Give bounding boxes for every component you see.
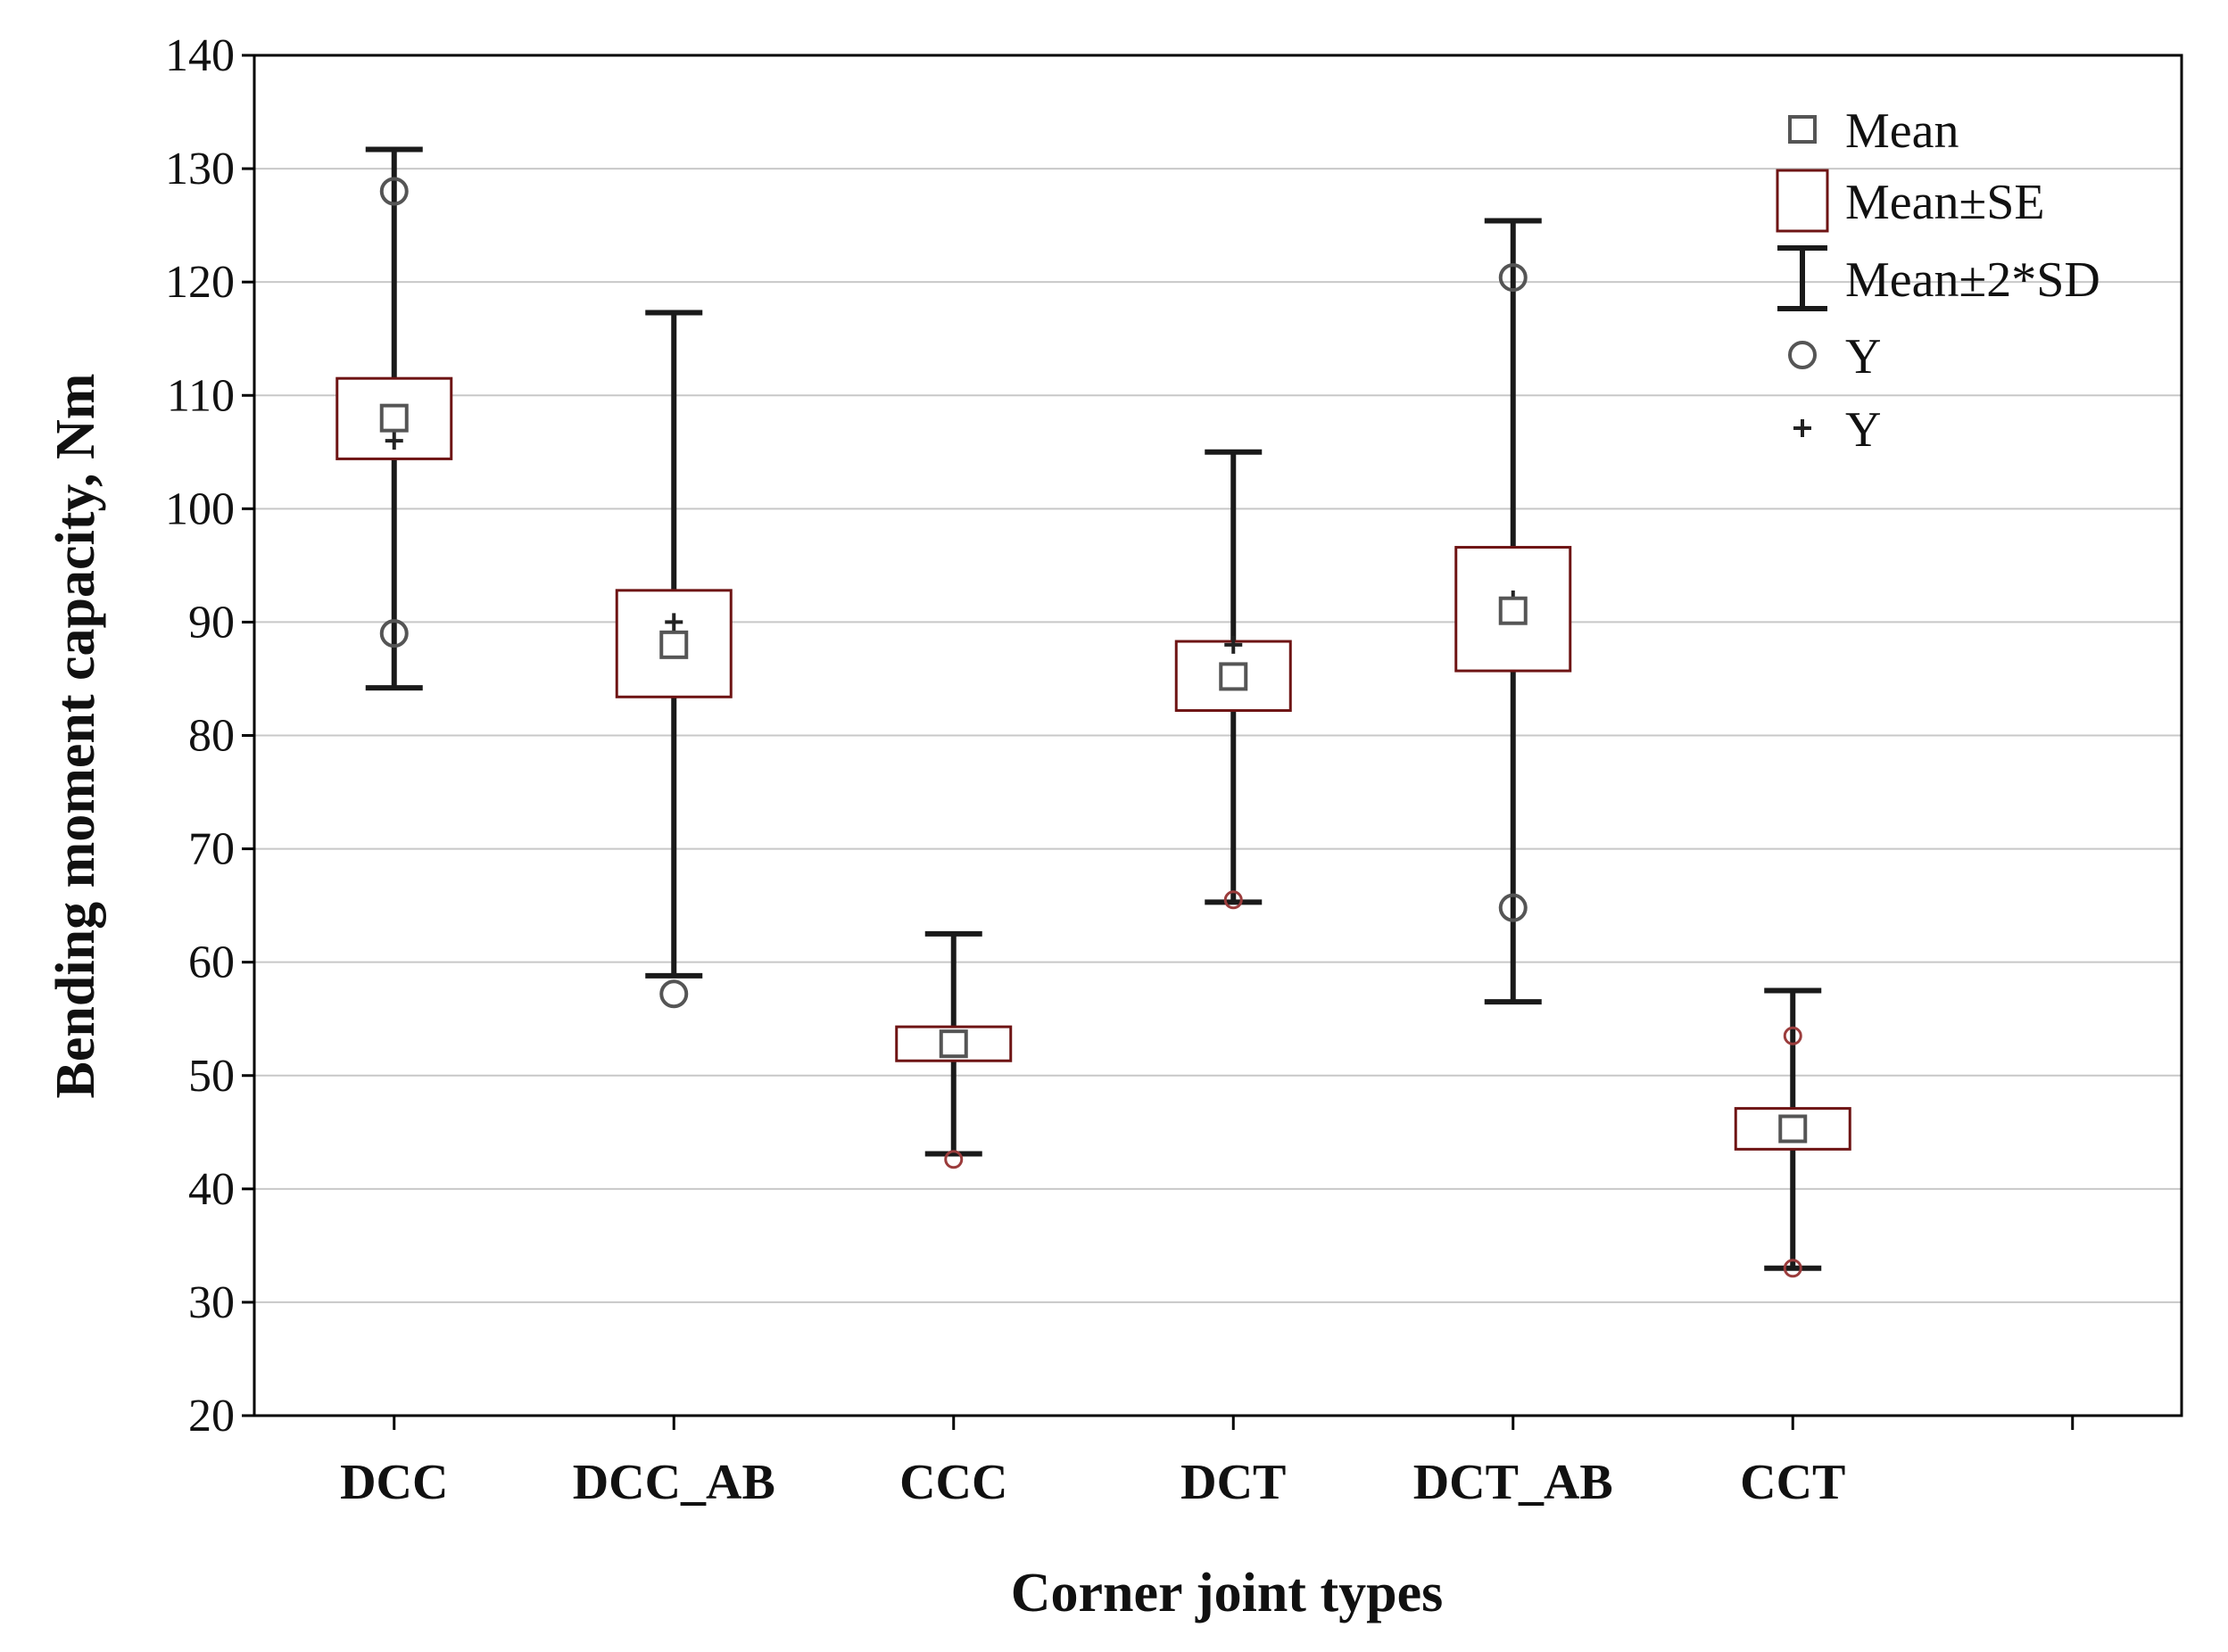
- y-tick-label: 40: [188, 1164, 235, 1215]
- mean-marker: [1219, 662, 1248, 691]
- y-tick-label: 60: [188, 938, 235, 988]
- legend-se-swatch: [1776, 169, 1829, 233]
- x-tick-label: DCT: [1180, 1455, 1286, 1510]
- legend-label: Mean±SE: [1845, 175, 2045, 230]
- category-group-dcc: [335, 146, 453, 691]
- x-tick-label: CCC: [899, 1455, 1007, 1510]
- plot-layer: [335, 146, 1851, 1278]
- y-tick-label: 80: [188, 711, 235, 762]
- x-axis-title: Corner joint types: [1011, 1563, 1443, 1623]
- x-tick-label: CCT: [1740, 1455, 1845, 1510]
- legend-circle-swatch: [1788, 341, 1817, 369]
- y-plus-marker: [665, 613, 683, 632]
- y-circle-marker: [379, 619, 409, 648]
- y-tick-label: 90: [188, 597, 235, 648]
- legend-label: Mean±2*SD: [1845, 252, 2100, 308]
- y-circle-marker: [1783, 1026, 1802, 1045]
- y-circle-marker: [1783, 1259, 1802, 1278]
- legend-sd-swatch: [1777, 245, 1827, 311]
- category-group-cct: [1734, 987, 1851, 1278]
- x-tick-label: DCT_AB: [1413, 1455, 1613, 1510]
- legend-label: Mean: [1845, 103, 1959, 159]
- y-circle-marker: [1223, 890, 1243, 910]
- y-tick-label: 110: [167, 370, 235, 421]
- y-circle-marker: [944, 1150, 964, 1169]
- legend-label: Y: [1845, 402, 1881, 458]
- legend: Mean Mean±SE Mean±2*SD YY: [1776, 103, 2100, 458]
- y-tick-label: 50: [188, 1051, 235, 1102]
- y-tick-label: 20: [188, 1391, 235, 1441]
- y-plus-marker: [385, 432, 403, 450]
- category-group-dct: [1174, 449, 1292, 910]
- y-tick-label: 100: [165, 483, 235, 534]
- y-axis-title: Bending moment capacity, Nm: [46, 374, 106, 1099]
- category-group-dct-ab: [1454, 218, 1572, 1005]
- y-circle-marker: [1498, 263, 1528, 293]
- y-plus-marker: [1224, 635, 1243, 654]
- category-group-ccc: [895, 930, 1013, 1169]
- mean-marker: [379, 403, 409, 433]
- y-tick-label: 30: [188, 1277, 235, 1328]
- y-circle-marker: [1498, 893, 1528, 922]
- y-tick-label: 140: [165, 30, 235, 81]
- y-circle-marker: [659, 979, 689, 1009]
- y-axis-ticks: 20 30 40 50 60 70 80 90 100 110 120 130 140: [165, 30, 254, 1441]
- legend-mean-swatch: [1788, 115, 1817, 144]
- x-tick-label: DCC_AB: [573, 1455, 775, 1510]
- x-tick-label: DCC: [340, 1455, 448, 1510]
- grid-layer: [254, 168, 2182, 1303]
- x-axis-ticks: DCC DCC_AB CCC DCT DCT_AB CCT: [340, 1416, 2075, 1510]
- y-tick-label: 130: [165, 144, 235, 194]
- legend-plus-swatch: [1793, 419, 1811, 437]
- legend-label: Y: [1845, 329, 1881, 384]
- mean-marker: [1498, 596, 1528, 625]
- mean-marker: [1778, 1114, 1808, 1144]
- y-tick-label: 120: [165, 257, 235, 308]
- mean-marker: [659, 630, 689, 659]
- y-tick-label: 70: [188, 824, 235, 875]
- category-group-dcc-ab: [615, 310, 733, 1009]
- y-circle-marker: [379, 177, 409, 206]
- mean-marker: [939, 1029, 968, 1059]
